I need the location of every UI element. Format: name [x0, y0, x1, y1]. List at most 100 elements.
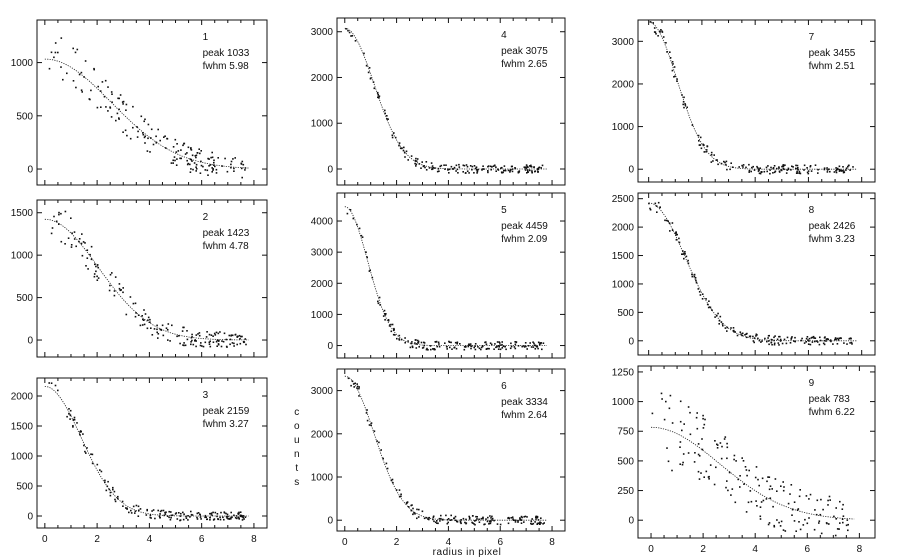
data-point [806, 171, 809, 174]
data-point [156, 328, 158, 331]
data-point [759, 518, 762, 520]
data-point [846, 519, 849, 521]
data-point [358, 395, 360, 397]
data-point [418, 163, 421, 165]
data-point [241, 160, 244, 163]
data-point [784, 164, 786, 166]
data-point [656, 211, 658, 213]
data-point [238, 334, 241, 337]
data-point [805, 341, 807, 343]
data-point [191, 514, 194, 516]
data-point [497, 345, 500, 347]
data-point [842, 521, 844, 524]
data-point [195, 154, 198, 157]
data-point [377, 302, 380, 305]
data-point [160, 329, 163, 331]
data-point [117, 97, 119, 100]
data-point [816, 499, 819, 502]
data-point [432, 515, 435, 518]
gaussian-fit-curve [648, 21, 857, 170]
data-point [817, 168, 819, 171]
data-point [242, 516, 244, 519]
data-point [471, 165, 474, 168]
data-point [210, 334, 213, 336]
data-point [753, 341, 755, 344]
data-point [834, 337, 837, 339]
data-point [157, 337, 159, 339]
data-point [478, 521, 481, 523]
data-point [673, 76, 675, 78]
data-point [473, 172, 475, 174]
data-point [768, 488, 771, 491]
data-point [497, 169, 500, 171]
data-point [57, 51, 59, 54]
y-tick-label: 1500 [11, 208, 34, 219]
data-point [72, 47, 74, 50]
data-point [226, 170, 229, 173]
data-point [693, 275, 696, 278]
data-point [524, 342, 527, 344]
data-point [205, 336, 208, 338]
data-point [366, 419, 369, 422]
data-point [54, 51, 57, 54]
data-point [230, 335, 232, 337]
data-point [794, 340, 796, 343]
data-point [230, 166, 232, 169]
data-point [70, 217, 72, 219]
data-point [744, 466, 747, 468]
data-point [118, 283, 121, 285]
data-point [157, 333, 160, 335]
data-point [178, 512, 180, 514]
data-point [491, 166, 493, 168]
data-point [836, 337, 839, 340]
data-point [804, 518, 806, 521]
data-point [535, 515, 537, 518]
data-point [162, 334, 165, 337]
data-point [72, 80, 75, 82]
data-point [695, 281, 698, 284]
data-point [423, 342, 426, 344]
data-point [96, 275, 98, 278]
data-point [428, 518, 430, 521]
data-point [204, 516, 206, 519]
data-point [211, 171, 213, 173]
data-point [773, 342, 776, 345]
data-point [755, 335, 757, 337]
data-point [729, 168, 731, 171]
data-point [849, 169, 851, 171]
data-point [782, 167, 785, 170]
data-point [778, 335, 780, 338]
data-point [385, 313, 387, 315]
data-point [806, 522, 809, 525]
data-point [499, 348, 502, 351]
data-point [754, 476, 757, 479]
data-point [699, 136, 702, 139]
data-point [745, 166, 747, 169]
data-point [409, 346, 412, 349]
data-point [448, 168, 451, 171]
fwhm-annotation: fwhm 2.51 [809, 61, 856, 72]
data-point [663, 418, 666, 421]
data-point [769, 485, 772, 487]
peak-annotation: peak 783 [809, 394, 851, 405]
data-point [164, 513, 167, 515]
panel-frame [336, 192, 566, 359]
data-point [446, 348, 448, 350]
data-point [792, 508, 794, 511]
data-point [787, 167, 790, 170]
data-point [683, 257, 685, 260]
data-point [225, 512, 227, 515]
data-point [842, 166, 844, 168]
data-point [198, 148, 200, 150]
data-point [523, 521, 525, 523]
data-point [752, 165, 754, 168]
data-point [366, 256, 368, 258]
data-point [539, 523, 541, 525]
data-point [244, 167, 247, 169]
data-point [150, 137, 152, 139]
data-point [768, 476, 771, 478]
y-tick-label: 750 [617, 427, 634, 438]
data-point [398, 142, 401, 144]
